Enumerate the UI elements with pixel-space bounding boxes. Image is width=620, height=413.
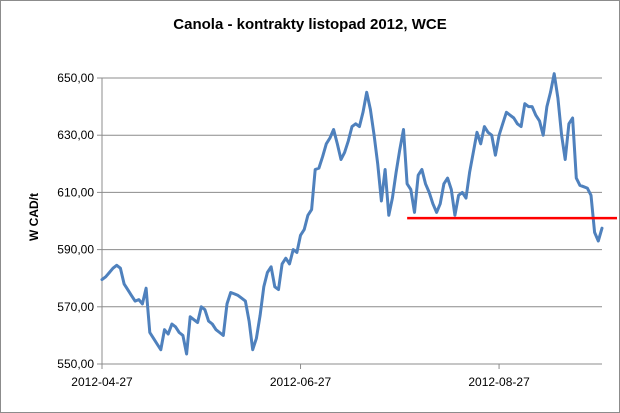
y-tick-label: 590,00 — [57, 243, 94, 257]
y-tick-label: 630,00 — [57, 128, 94, 142]
y-tick-label: 610,00 — [57, 185, 94, 199]
y-tick-label: 650,00 — [57, 71, 94, 85]
x-tick-label: 2012-04-27 — [71, 375, 133, 389]
gridlines — [97, 77, 602, 365]
x-tick-labels: 2012-04-27 2012-06-27 2012-08-27 — [71, 375, 530, 389]
x-tick-label: 2012-06-27 — [270, 375, 332, 389]
axes — [101, 78, 602, 369]
series-group — [100, 72, 604, 356]
y-tick-label: 570,00 — [57, 300, 94, 314]
series-line — [100, 72, 604, 356]
y-tick-label: 550,00 — [57, 357, 94, 371]
y-tick-labels: 650,00 630,00 610,00 590,00 570,00 550,00 — [57, 71, 94, 371]
x-tick-label: 2012-08-27 — [468, 375, 530, 389]
chart-title: Canola - kontrakty listopad 2012, WCE — [173, 16, 447, 33]
